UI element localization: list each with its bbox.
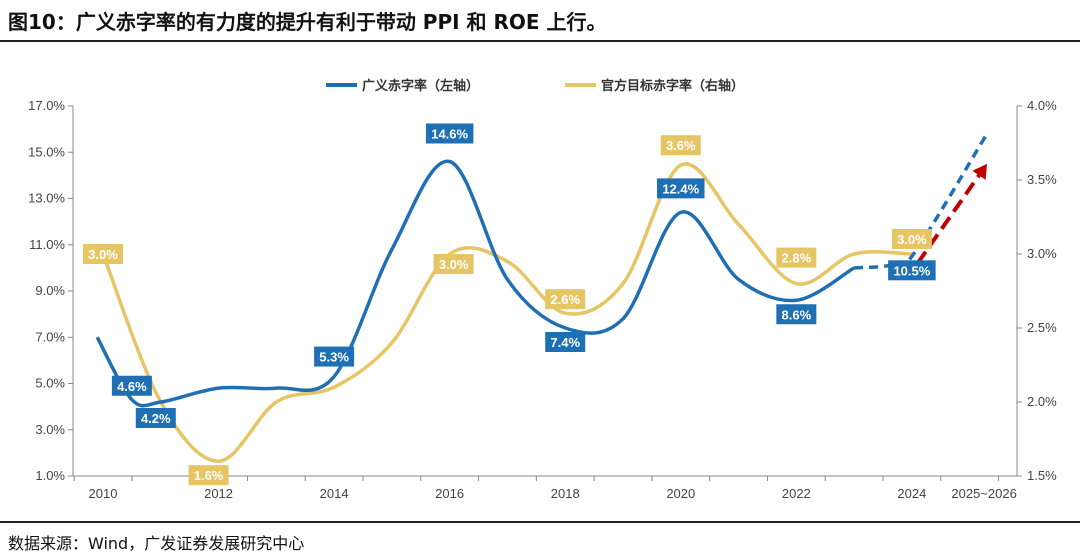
source-note: 数据来源：Wind，广发证券发展研究中心 (8, 534, 305, 553)
forecast-arrow-head (972, 163, 987, 180)
broad-deficit-label-box (776, 304, 817, 325)
x-tick-label: 2020 (666, 486, 695, 501)
x-tick-label: 2014 (320, 486, 349, 501)
legend-label-target: 官方目标赤字率（右轴） (601, 78, 744, 94)
broad-deficit-label: 4.6% (117, 379, 147, 394)
broad-deficit-label-box (657, 178, 705, 199)
legend-label-broad: 广义赤字率（左轴） (362, 78, 479, 94)
legend: 广义赤字率（左轴） 官方目标赤字率（右轴） (326, 78, 744, 94)
title-rule (0, 40, 1080, 42)
source-rule (0, 521, 1080, 523)
target-deficit-label-box (433, 254, 474, 274)
series-lines (95, 132, 989, 463)
y-left-tick-label: 5.0% (35, 376, 65, 391)
broad-deficit-label: 10.5% (893, 263, 930, 278)
y-left-tick-label: 15.0% (28, 144, 65, 159)
y-right-tick-label: 3.5% (1027, 172, 1057, 187)
y-left-tick-label: 17.0% (28, 98, 65, 113)
y-left-tick-label: 7.0% (35, 329, 65, 344)
data-labels: 3.0% 1.6% 3.0% 2.6% 3.6% 2.8% 3.0% 4.6% 14.6% 7.4… (83, 123, 936, 486)
target-deficit-label: 2.6% (550, 292, 580, 307)
target-deficit-label-box (776, 247, 817, 268)
target-deficit-line (101, 162, 912, 463)
y-right-tick-label: 2.0% (1027, 394, 1057, 409)
target-deficit-label-box (545, 289, 586, 310)
x-tick-label: 2010 (89, 486, 118, 501)
y-left-tick-label: 9.0% (35, 283, 65, 298)
chart: 1.0% 3.0% 5.0% 7.0% 9.0% 11.0% 13.0% 15.0% 17.0%… (28, 78, 1057, 501)
broad-deficit-label-box (111, 375, 152, 396)
y-left-tick-label: 3.0% (35, 422, 65, 437)
target-deficit-label-box (660, 135, 701, 156)
x-tick-label: 2016 (435, 486, 464, 501)
target-deficit-label: 3.0% (897, 232, 927, 247)
y-left-tick-label: 11.0% (29, 237, 65, 252)
broad-deficit-label: 7.4% (550, 335, 580, 350)
target-deficit-label: 3.0% (88, 247, 118, 262)
broad-deficit-label-box (888, 260, 936, 281)
broad-deficit-label-box (425, 123, 474, 144)
target-deficit-label-box (83, 244, 123, 264)
broad-deficit-label-box (545, 332, 586, 352)
x-tick-label: 2024 (897, 486, 926, 501)
broad-deficit-line (95, 159, 856, 408)
y-right-tick-label: 3.0% (1027, 246, 1057, 261)
broad-deficit-label: 4.2% (141, 411, 171, 426)
broad-deficit-label: 12.4% (662, 181, 699, 196)
broad-deficit-label-box (314, 346, 355, 367)
y-right-tick-label: 4.0% (1027, 98, 1057, 113)
target-deficit-label: 2.8% (782, 251, 812, 266)
broad-deficit-label: 5.3% (319, 350, 349, 365)
broad-deficit-label: 14.6% (431, 127, 468, 142)
y-right-tick-label: 2.5% (1027, 320, 1057, 335)
x-tick-label: 2012 (204, 486, 233, 501)
x-tick-label: 2025~2026 (951, 486, 1016, 501)
target-deficit-label: 3.6% (666, 138, 696, 153)
broad-deficit-label-box (135, 408, 176, 428)
forecast-arrow-line (916, 174, 981, 265)
target-deficit-label-box (891, 229, 932, 249)
target-deficit-label: 3.0% (439, 257, 469, 272)
x-tick-label: 2018 (551, 486, 580, 501)
broad-deficit-label: 8.6% (782, 307, 812, 322)
target-deficit-label-box (188, 465, 229, 486)
axes: 1.0% 3.0% 5.0% 7.0% 9.0% 11.0% 13.0% 15.0% 17.0%… (28, 98, 1057, 501)
y-left-tick-label: 1.0% (35, 468, 65, 483)
y-right-tick-label: 1.5% (1027, 468, 1057, 483)
x-tick-label: 2022 (782, 486, 811, 501)
target-deficit-label: 1.6% (194, 468, 224, 483)
y-left-tick-label: 13.0% (28, 191, 65, 206)
figure-title: 图10：广义赤字率的有力度的提升有利于带动 PPI 和 ROE 上行。 (8, 10, 607, 34)
